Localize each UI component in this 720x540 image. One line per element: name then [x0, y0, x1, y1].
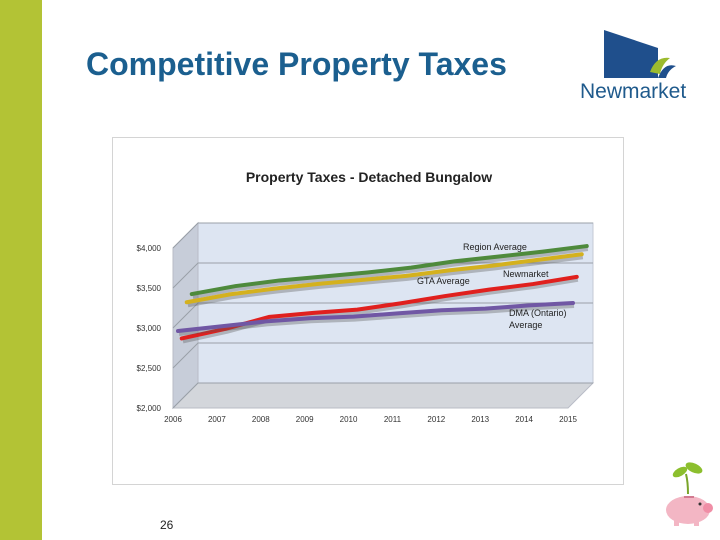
data-point [439, 308, 443, 312]
data-point [176, 329, 180, 333]
slide-accent-bar [0, 0, 42, 540]
data-point [492, 263, 496, 268]
data-point [497, 254, 501, 259]
y-tick-label: $3,500 [137, 284, 162, 293]
series-line-region-average [189, 244, 589, 297]
y-tick-label: $2,500 [137, 364, 162, 373]
data-point [536, 258, 540, 262]
y-gridline [172, 302, 593, 329]
data-point [316, 282, 321, 286]
x-tick-label: 2010 [340, 415, 358, 424]
data-point [234, 284, 238, 288]
data-point [571, 301, 575, 305]
chart-container: $2,000 $2,500 $3,000 $3,500 $4,000 2006 2007 20… [112, 137, 624, 485]
data-point [308, 316, 312, 320]
x-tick-label: 2014 [515, 415, 533, 424]
slide-title: Competitive Property Taxes [86, 46, 507, 82]
data-point [277, 278, 282, 283]
data-point [355, 308, 359, 312]
piggy-bank-icon [666, 462, 713, 526]
data-point [351, 315, 356, 319]
data-point [220, 324, 224, 328]
data-point [483, 307, 487, 311]
x-tick-label: 2011 [384, 415, 402, 424]
data-point [311, 311, 316, 315]
series-label: Region Average [463, 242, 527, 252]
data-point [527, 303, 531, 307]
data-point [264, 319, 268, 323]
x-tick-label: 2006 [164, 415, 182, 424]
data-point [321, 274, 326, 279]
logo-wordmark: Newmarket [580, 80, 687, 103]
data-point [224, 327, 228, 331]
chart-title: Property Taxes - Detached Bungalow [246, 169, 492, 185]
data-point [487, 288, 491, 292]
data-point [541, 250, 545, 254]
data-point [409, 266, 413, 270]
data-point [453, 259, 457, 263]
x-tick-label: 2009 [296, 415, 314, 424]
newmarket-logo-icon [604, 30, 676, 78]
series-shadow [178, 302, 575, 336]
data-point [580, 252, 584, 256]
data-point [575, 275, 579, 279]
data-point [448, 268, 452, 272]
data-point [267, 315, 272, 319]
data-point [443, 294, 447, 298]
y-gridline [172, 262, 593, 289]
y-tick-label: $3,000 [137, 324, 162, 333]
y-gridline [172, 222, 593, 249]
x-tick-label: 2015 [559, 415, 577, 424]
data-point [360, 278, 364, 282]
x-tick-label: 2008 [252, 415, 270, 424]
property-tax-chart: $2,000 $2,500 $3,000 $3,500 $4,000 2006 2007 20… [137, 169, 595, 424]
data-point [365, 270, 369, 275]
chart-floor [171, 382, 595, 409]
data-point [229, 292, 233, 296]
series-line-gta-average [184, 252, 584, 305]
data-point [399, 301, 403, 305]
y-gridline [172, 342, 593, 369]
page-number: 26 [160, 518, 174, 532]
series-shadow [192, 245, 589, 300]
series-label: Newmarket [503, 269, 549, 279]
data-point [185, 300, 189, 304]
data-point [180, 336, 184, 341]
series-line-dma-ontario-average [176, 301, 575, 333]
series-label: GTA Average [417, 276, 470, 286]
x-tick-label: 2012 [427, 415, 445, 424]
x-tick-label: 2013 [471, 415, 489, 424]
data-point [395, 311, 400, 315]
series-shadow [187, 253, 584, 308]
series-label: DMA (Ontario) [509, 308, 567, 318]
y-tick-label: $2,000 [137, 404, 162, 413]
x-tick-label: 2007 [208, 415, 226, 424]
series-label: Average [509, 320, 542, 330]
data-point [272, 287, 277, 291]
y-tick-label: $4,000 [137, 244, 162, 253]
y-gridline [172, 382, 593, 409]
data-point [531, 282, 535, 286]
data-point [585, 244, 589, 248]
data-point [190, 292, 194, 296]
data-point [404, 274, 408, 278]
